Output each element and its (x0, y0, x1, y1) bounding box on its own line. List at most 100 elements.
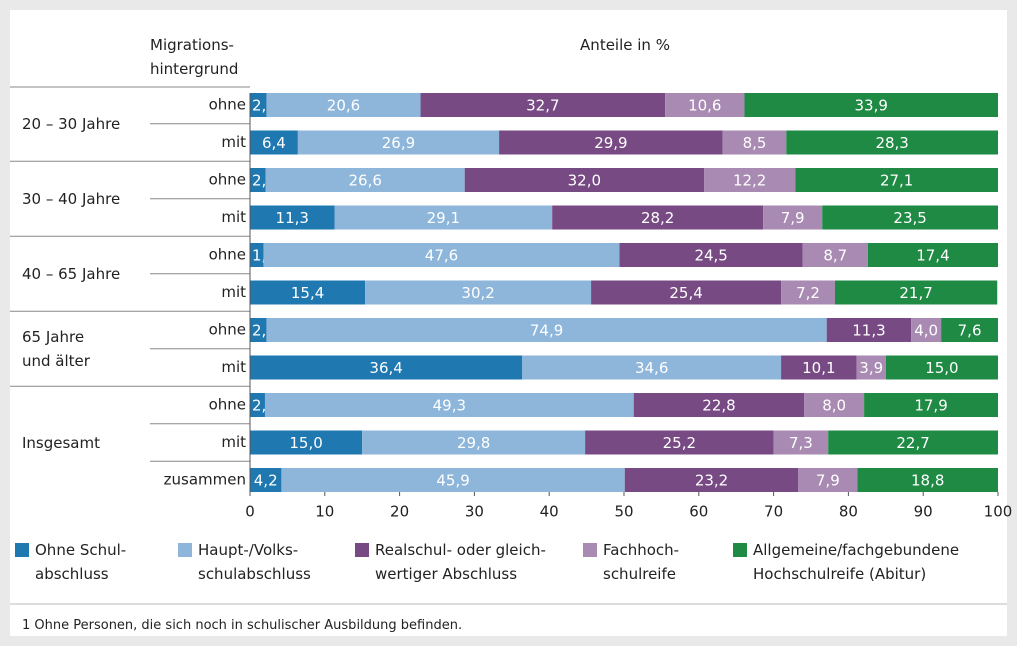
row-label: ohne (209, 171, 246, 189)
value-label: 4,2 (254, 472, 278, 490)
legend-label: Allgemeine/fachgebundene Hochschulreife … (753, 541, 960, 583)
value-label: 23,5 (893, 209, 926, 227)
bar-segment (773, 430, 829, 455)
value-label: 24,5 (694, 247, 727, 265)
bar-segment (802, 243, 868, 267)
bar-segment (250, 468, 282, 492)
value-label: 22,8 (702, 397, 735, 415)
group-label: 65 Jahre und älter (22, 327, 90, 370)
value-label: 33,9 (855, 97, 888, 115)
bar-segment (250, 318, 267, 342)
bar-segment (867, 243, 998, 267)
value-label: 26,9 (382, 134, 415, 152)
value-label: 11,3 (852, 322, 885, 340)
bar-segment (591, 280, 782, 305)
bar-segment (297, 130, 500, 155)
x-tick-label: 20 (390, 503, 409, 521)
bar-segment (265, 168, 465, 192)
bar-segment (798, 468, 858, 492)
value-label: 20,6 (327, 97, 360, 115)
bar-segment (795, 168, 998, 192)
value-label: 36,4 (369, 359, 402, 377)
value-label: 29,8 (457, 434, 490, 452)
bar-segment (704, 168, 796, 192)
bar-segment (250, 130, 298, 155)
bar-segment (266, 318, 827, 342)
value-label: 25,2 (663, 434, 696, 452)
bar-segment (365, 280, 592, 305)
bar-segment (464, 168, 705, 192)
legend-swatch (583, 543, 597, 557)
bar-segment (263, 243, 620, 267)
x-tick-label: 90 (914, 503, 933, 521)
value-label: 45,9 (436, 472, 469, 490)
bar-segment (522, 355, 782, 380)
bar-segment (250, 280, 366, 305)
value-label: 28,3 (875, 134, 908, 152)
bar-segment (362, 430, 586, 455)
value-label: 15,0 (289, 434, 322, 452)
bar-segment (250, 430, 363, 455)
legend-label: Fachhoch- schulreife (603, 541, 680, 583)
value-label: 12,2 (733, 172, 766, 190)
bar-segment (264, 393, 634, 417)
bar-segment (585, 430, 774, 455)
chart-title: Anteile in % (580, 36, 670, 54)
legend-swatch (733, 543, 747, 557)
bar-segment (334, 205, 553, 230)
value-label: 29,9 (594, 134, 627, 152)
value-label: 26,6 (348, 172, 381, 190)
value-label: 30,2 (461, 284, 494, 302)
bar-segment (499, 130, 723, 155)
value-label: 8,0 (822, 397, 846, 415)
value-label: 11,3 (276, 209, 309, 227)
value-label: 17,9 (914, 397, 947, 415)
value-label: 27,1 (880, 172, 913, 190)
bar-segment (804, 393, 865, 417)
value-label: 6,4 (262, 134, 286, 152)
x-tick-label: 30 (465, 503, 484, 521)
bar-segment (781, 355, 857, 380)
row-header: Migrations- hintergrund (150, 36, 239, 78)
x-tick-label: 100 (984, 503, 1013, 521)
value-label: 7,2 (796, 284, 820, 302)
bar-segment (624, 468, 799, 492)
bar-segment (250, 205, 335, 230)
value-label: 3,9 (859, 359, 883, 377)
bar-segment (781, 280, 835, 305)
bar-segment (763, 205, 823, 230)
bar-segment (786, 130, 998, 155)
value-label: 23,2 (695, 472, 728, 490)
value-label: 10,6 (688, 97, 721, 115)
bar-segment (722, 130, 787, 155)
row-label: zusammen (164, 471, 246, 489)
bar-segment (941, 318, 998, 342)
x-tick-label: 70 (764, 503, 783, 521)
x-tick-label: 50 (614, 503, 633, 521)
bar-segment (857, 468, 998, 492)
legend-swatch (355, 543, 369, 557)
legend-swatch (178, 543, 192, 557)
bar-segment (552, 205, 764, 230)
value-label: 49,3 (433, 397, 466, 415)
bar-segment (250, 93, 267, 117)
x-tick-label: 10 (315, 503, 334, 521)
value-label: 18,8 (911, 472, 944, 490)
row-label: ohne (209, 321, 246, 339)
x-tick-label: 80 (839, 503, 858, 521)
bar-segment (864, 393, 998, 417)
bar-segment (885, 355, 998, 380)
group-label: 20 – 30 Jahre (22, 114, 121, 133)
bar-segment (250, 243, 264, 267)
value-label: 25,4 (669, 284, 702, 302)
footnote: 1 Ohne Personen, die sich noch in schuli… (22, 618, 463, 633)
x-tick-label: 60 (689, 503, 708, 521)
value-label: 8,5 (743, 134, 767, 152)
group-label: 40 – 65 Jahre (22, 264, 121, 283)
value-label: 17,4 (916, 247, 949, 265)
value-label: 34,6 (635, 359, 668, 377)
bar-segment (665, 93, 745, 117)
value-label: 7,9 (816, 472, 840, 490)
bar-segment (420, 93, 666, 117)
